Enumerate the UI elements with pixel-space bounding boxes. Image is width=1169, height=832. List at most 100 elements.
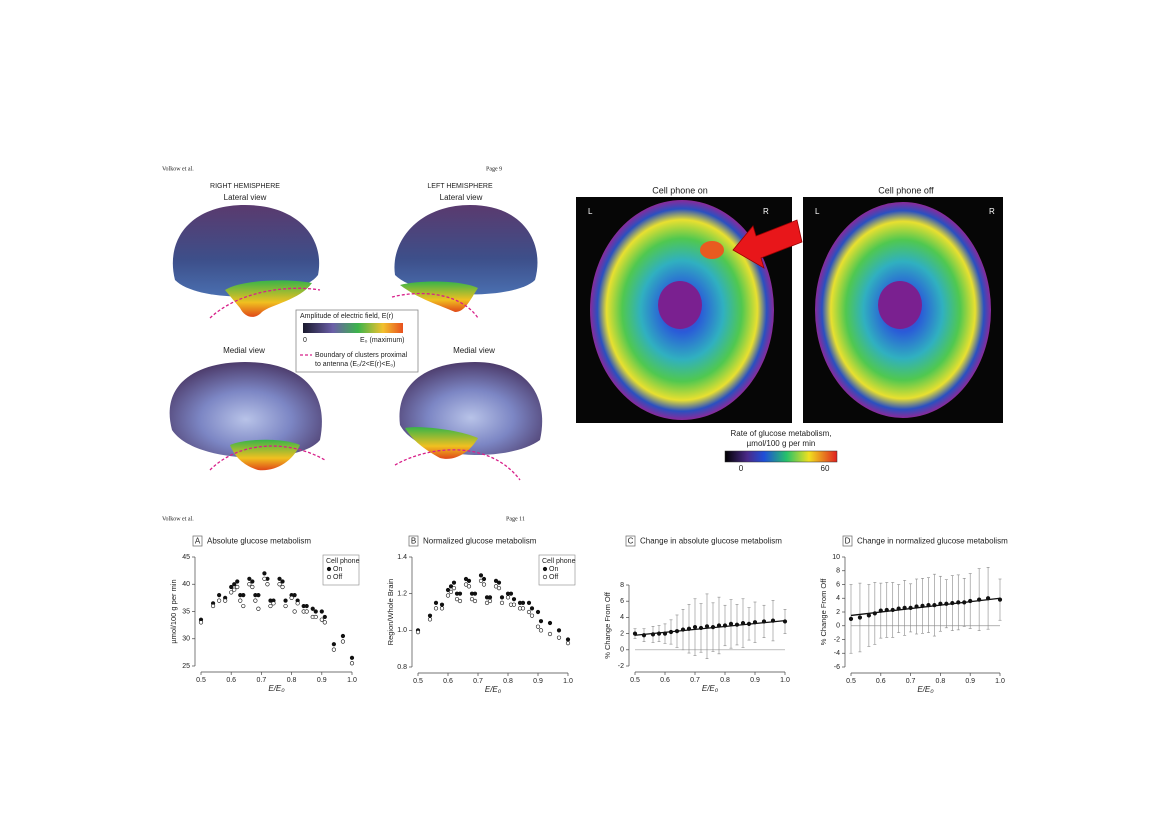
side-label: R xyxy=(989,207,995,216)
scale-title: Rate of glucose metabolism, xyxy=(731,429,832,438)
panel-box xyxy=(625,535,636,547)
data-point xyxy=(283,598,288,603)
field-hotspot xyxy=(400,281,478,312)
x-tick-label: 0.8 xyxy=(720,677,730,684)
legend-label: On xyxy=(549,566,558,573)
y-axis-label: % Change From Off xyxy=(819,578,828,645)
y-axis-label: % Change From Off xyxy=(603,591,612,658)
data-point xyxy=(481,576,487,582)
data-point xyxy=(493,578,499,583)
data-point xyxy=(238,598,243,603)
data-point xyxy=(250,579,255,584)
pet-ventricle xyxy=(658,281,702,329)
data-point xyxy=(247,582,252,587)
pet-colorbar xyxy=(724,450,838,463)
y-tick-label: 0.8 xyxy=(397,664,407,671)
y-tick-label: 10 xyxy=(832,554,840,561)
fit-line xyxy=(850,597,1001,617)
x-tick-label: 0.8 xyxy=(287,677,297,684)
data-point xyxy=(232,582,237,587)
y-tick-label: 0 xyxy=(836,623,840,630)
data-point xyxy=(520,606,526,611)
view-label: Lateral view xyxy=(224,193,267,202)
data-point xyxy=(487,598,493,604)
legend-swatch xyxy=(542,574,548,580)
x-tick-label: 1.0 xyxy=(563,678,573,685)
chart-title: Change in absolute glucose metabolism xyxy=(640,537,782,546)
x-tick-label: 0.9 xyxy=(965,678,975,685)
data-point xyxy=(445,593,451,598)
data-point xyxy=(472,591,478,596)
data-point xyxy=(322,614,327,620)
data-point xyxy=(198,620,204,625)
y-axis-label: Region/Whole Brain xyxy=(386,579,395,646)
data-point xyxy=(235,579,240,584)
y-tick-label: 30 xyxy=(182,636,190,643)
scale-label: E₀ (maximum) xyxy=(360,337,405,344)
legend-swatch xyxy=(326,574,332,580)
data-point xyxy=(292,593,297,598)
y-tick-label: -2 xyxy=(618,663,624,670)
y-tick-label: 2 xyxy=(836,609,840,616)
legend-label: Off xyxy=(549,574,558,581)
panel-box xyxy=(192,535,203,547)
data-point xyxy=(496,586,502,591)
brain-lateral-left xyxy=(394,205,538,295)
data-point xyxy=(496,580,502,585)
x-axis-label: E/E₀ xyxy=(268,684,285,693)
data-point xyxy=(265,582,270,587)
pet-ventricle xyxy=(878,281,922,329)
x-tick-label: 0.6 xyxy=(660,677,670,684)
field-hotspot xyxy=(405,427,478,459)
data-point xyxy=(448,589,454,594)
x-tick-label: 0.9 xyxy=(750,677,760,684)
data-point xyxy=(313,609,318,614)
data-point xyxy=(526,600,532,605)
data-point xyxy=(439,606,445,611)
data-point xyxy=(340,639,346,644)
data-point xyxy=(223,598,228,603)
data-point xyxy=(349,655,355,660)
side-label: R xyxy=(763,207,769,216)
brain-medial-right xyxy=(169,362,322,458)
data-point xyxy=(520,600,526,605)
y-tick-label: 1.2 xyxy=(397,591,407,598)
data-point xyxy=(217,593,222,598)
panel-box xyxy=(842,535,853,547)
data-point xyxy=(866,613,871,618)
data-point xyxy=(319,609,324,614)
data-point xyxy=(256,593,261,598)
y-axis-label: µmol/100 g per min xyxy=(169,579,178,643)
x-tick-label: 0.6 xyxy=(443,678,453,685)
data-point xyxy=(457,598,463,604)
x-tick-label: 0.6 xyxy=(226,677,236,684)
data-point xyxy=(433,600,439,605)
hemisphere-label: LEFT HEMISPHERE xyxy=(427,183,493,190)
x-tick-label: 0.7 xyxy=(257,677,267,684)
data-point xyxy=(256,606,261,611)
y-tick-label: 8 xyxy=(620,582,624,589)
x-tick-label: 0.5 xyxy=(413,678,423,685)
brain-lateral-right xyxy=(172,205,320,297)
data-point xyxy=(331,642,336,647)
x-tick-label: 0.9 xyxy=(317,677,327,684)
boundary-line xyxy=(209,287,321,319)
x-axis-label: E/E₀ xyxy=(702,684,719,693)
y-tick-label: 2 xyxy=(620,630,624,637)
legend-label: Off xyxy=(333,574,342,581)
data-point xyxy=(277,582,282,587)
data-point xyxy=(848,616,854,621)
data-point xyxy=(280,579,285,584)
data-point xyxy=(415,630,421,635)
data-point xyxy=(511,602,517,607)
view-label: Lateral view xyxy=(440,193,483,202)
data-point xyxy=(857,615,863,620)
legend-box xyxy=(295,309,419,373)
data-point xyxy=(526,609,532,615)
side-label: L xyxy=(815,207,820,216)
data-point xyxy=(535,624,541,629)
data-point xyxy=(448,584,454,589)
running-author: Volkow et al. xyxy=(162,166,194,172)
x-tick-label: 0.7 xyxy=(473,678,483,685)
